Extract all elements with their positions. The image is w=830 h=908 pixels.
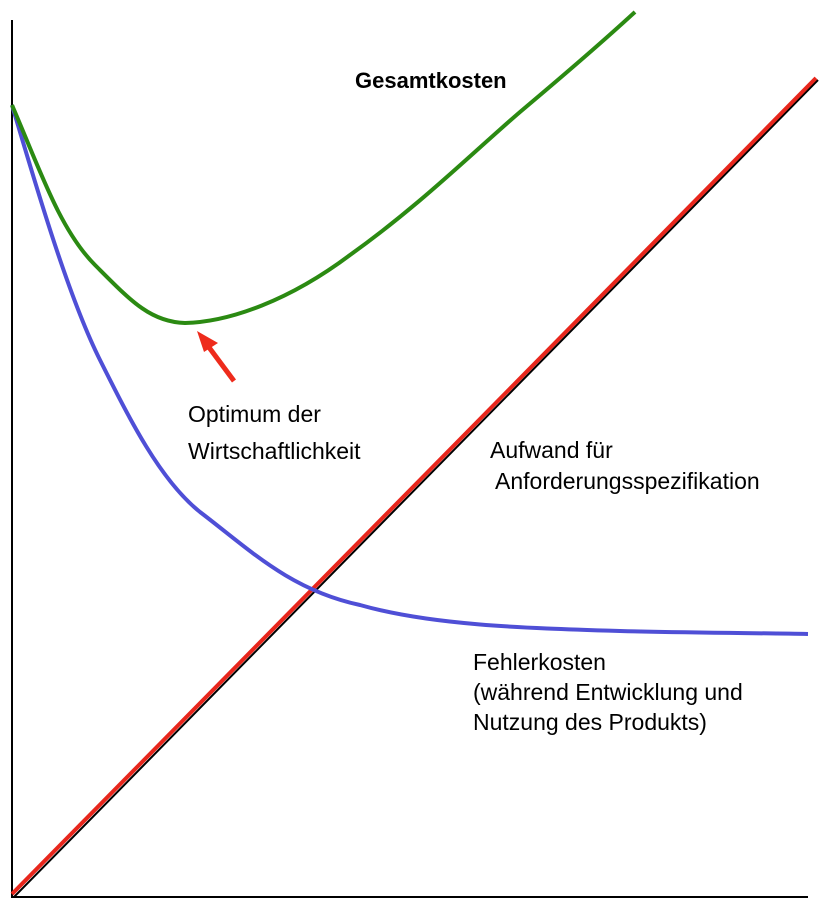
error-cost-curve	[10, 104, 809, 636]
effort-line	[10, 76, 818, 896]
arrow-head	[197, 331, 218, 352]
total-cost-curve	[10, 10, 637, 326]
total-cost-label: Gesamtkosten	[355, 68, 507, 93]
arrow-shaft	[205, 344, 237, 383]
effort-label: Anforderungsspezifikation	[495, 468, 760, 494]
effort-label: Aufwand für	[490, 437, 613, 463]
optimum-label: Optimum der	[188, 401, 321, 427]
error-cost-label: Fehlerkosten	[473, 649, 606, 675]
error-cost-label: (während Entwicklung und	[473, 679, 743, 705]
error-cost-label: Nutzung des Produkts)	[473, 709, 707, 735]
optimum-label: Wirtschaftlichkeit	[188, 438, 361, 464]
effort-line-shadow	[13, 79, 819, 898]
